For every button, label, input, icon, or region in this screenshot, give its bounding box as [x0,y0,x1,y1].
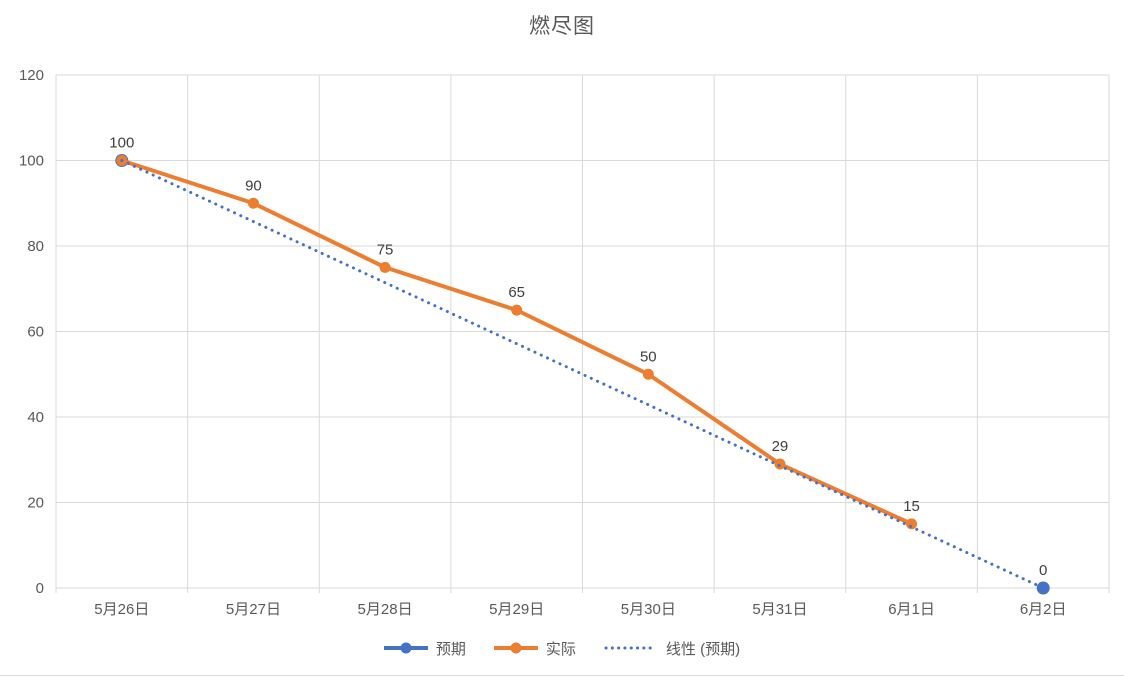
x-axis-tick-label: 6月2日 [1020,601,1067,618]
series-line [119,158,914,526]
data-label: 0 [1039,562,1047,579]
legend-item-actual: 实际 [493,638,576,659]
series-marker [115,154,129,167]
x-axis-tick-label: 5月28日 [358,601,413,618]
x-axis-tick-label: 5月27日 [226,601,281,618]
trendline [120,159,1045,590]
legend-label-trendline: 线性 (预期) [665,640,741,658]
legend-item-expected: 预期 [383,638,466,659]
legend-label-actual: 实际 [545,640,576,658]
series-marker [1036,581,1050,595]
legend-label-expected: 预期 [435,640,466,658]
data-label: 100 [109,135,134,152]
legend-item-trendline: 线性 (预期) [604,638,740,659]
legend-dotted-line-icon [604,642,658,654]
data-label: 75 [377,241,394,258]
x-axis-tick-label: 6月1日 [888,601,935,618]
data-label: 29 [772,438,789,455]
data-label: 90 [245,177,262,194]
bottom-divider [0,675,1124,676]
series-marker [642,368,654,380]
data-label: 50 [640,348,657,365]
legend-line-marker-icon [383,642,428,654]
x-axis-tick-label: 5月30日 [621,601,676,618]
y-axis-tick-label: 40 [27,409,44,426]
series-marker [906,518,918,530]
series-marker [379,261,391,273]
legend-line-marker-icon [493,642,538,654]
y-axis-tick-label: 100 [19,153,44,170]
series-marker [247,197,259,209]
y-axis-tick-label: 20 [27,495,44,512]
data-label: 65 [508,284,525,301]
x-axis-tick-label: 5月26日 [94,601,149,618]
data-label: 15 [903,498,920,515]
y-axis-tick-label: 60 [27,324,44,341]
y-axis-tick-label: 80 [27,238,44,255]
series-marker [116,155,128,166]
y-axis-tick-label: 120 [19,67,44,84]
series-marker [774,458,786,470]
y-axis-tick-label: 0 [36,580,44,597]
x-axis-tick-label: 5月29日 [489,601,544,618]
chart-title: 燃尽图 [529,15,595,38]
legend: 预期 实际 线性 (预期) [0,636,1124,660]
x-axis-tick-label: 5月31日 [752,601,807,618]
series-marker [511,304,523,316]
